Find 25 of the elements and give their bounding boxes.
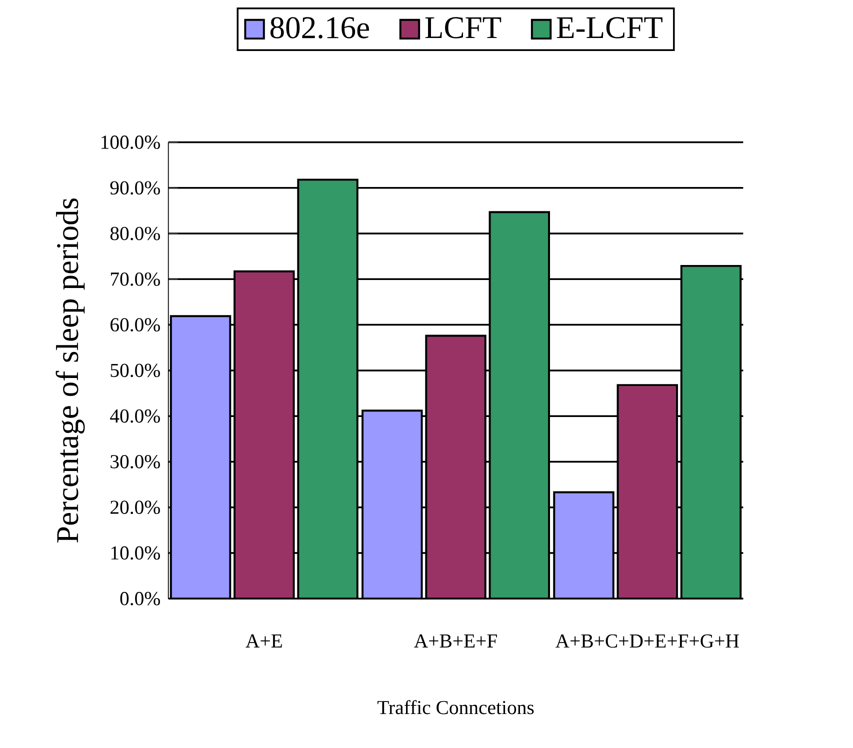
legend-label: E-LCFT xyxy=(556,17,662,38)
legend-label: LCFT xyxy=(425,17,502,38)
bar xyxy=(170,315,232,598)
y-tick-label: 20.0% xyxy=(110,500,160,514)
bar xyxy=(297,178,358,598)
bar xyxy=(553,491,614,598)
y-tick-label: 0.0% xyxy=(120,592,160,606)
y-tick-label: 80.0% xyxy=(110,226,160,240)
y-tick-label: 40.0% xyxy=(110,409,160,423)
legend-label: 802.16e xyxy=(270,16,369,38)
x-tick-label: A+B+C+D+E+F+G+H xyxy=(556,634,739,648)
y-axis-title: Percentage of sleep periods xyxy=(56,198,85,542)
y-tick-label: 100.0% xyxy=(102,135,160,149)
bar xyxy=(234,270,295,598)
y-tick-label: 50.0% xyxy=(110,364,160,378)
x-tick-label: A+B+E+F xyxy=(414,634,497,648)
x-tick-label: A+E xyxy=(246,634,282,648)
y-tick-label: 10.0% xyxy=(111,546,160,560)
x-axis-title: Traffic Conncetions xyxy=(377,700,534,714)
y-tick-label: 90.0% xyxy=(110,181,160,194)
y-tick-label: 30.0% xyxy=(110,454,160,468)
y-tick-label: 70.0% xyxy=(110,272,160,286)
bar xyxy=(425,334,486,598)
y-tick-label: 60.0% xyxy=(110,318,160,332)
bar xyxy=(680,264,742,598)
